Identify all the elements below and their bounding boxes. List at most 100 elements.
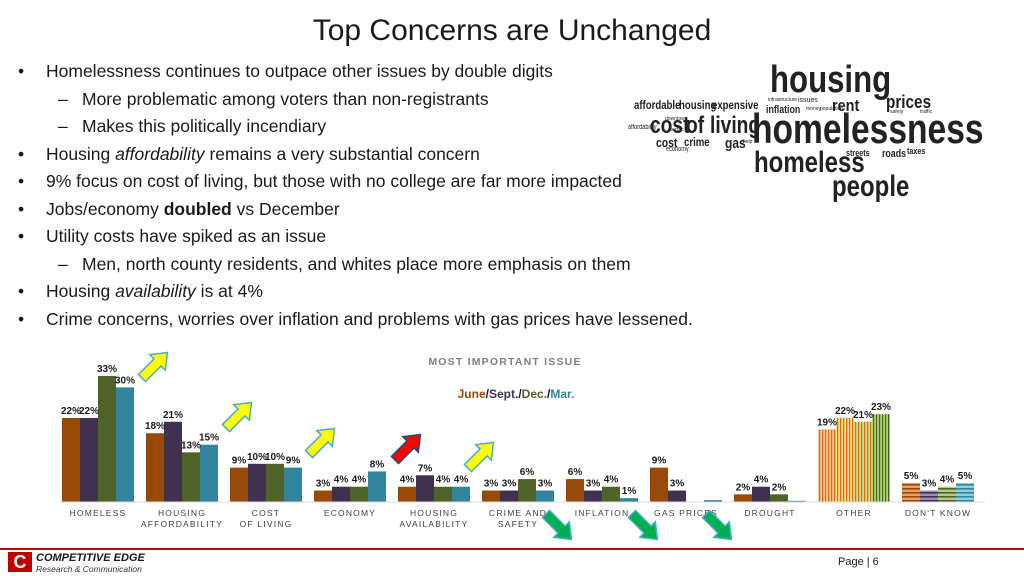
word-cloud-word: crime	[684, 135, 710, 149]
category-label: AFFORDABILITY	[141, 519, 223, 529]
bar-sept	[836, 417, 854, 502]
chart-legend: June/Sept./Dec./Mar.	[458, 387, 575, 401]
bullet-list: • Homelessness continues to outpace other…	[14, 58, 814, 333]
bullet-marker: •	[18, 198, 25, 219]
value-label: 3%	[538, 479, 553, 490]
value-label: 2%	[772, 482, 787, 493]
word-cloud-word: help	[743, 139, 753, 145]
category-label: HOUSING	[158, 508, 206, 518]
bar-dec	[98, 375, 116, 502]
bar-sept	[584, 490, 602, 502]
page-number: Page | 6	[838, 556, 879, 568]
value-label: 5%	[958, 471, 973, 482]
value-label: 6%	[520, 467, 535, 478]
value-label: 4%	[334, 475, 349, 486]
bullet-item: • Utility costs have spiked as an issue	[14, 223, 814, 251]
word-cloud-word: streets	[846, 148, 870, 158]
bar-mar	[956, 482, 974, 502]
bar-june	[902, 482, 920, 502]
value-label: 21%	[163, 410, 183, 421]
company-logo: C COMPETITIVE EDGE Research & Communicat…	[8, 552, 158, 574]
value-label: 9%	[232, 456, 247, 467]
bar-sept	[248, 463, 266, 502]
value-label: 4%	[454, 475, 469, 486]
legend-entry: /	[486, 387, 490, 401]
annotation-arrow-icon	[627, 509, 659, 541]
category-label: COST	[252, 508, 280, 518]
bullet-marker: •	[18, 281, 25, 301]
bullet-text: Men, north county residents, and whites …	[82, 253, 631, 274]
value-label: 2%	[736, 482, 751, 493]
word-cloud-word: cost	[656, 135, 678, 150]
word-cloud-word: traffic	[920, 109, 933, 115]
bullet-marker: •	[18, 171, 25, 191]
footer-accent-bar	[0, 548, 1024, 550]
category-label: HOMELESS	[70, 508, 127, 518]
category-label: OF LIVING	[240, 519, 293, 529]
legend-entry: Sept.	[489, 387, 518, 401]
bullet-marker: –	[58, 116, 68, 136]
annotation-arrow-icon	[137, 351, 169, 383]
word-cloud-word: electric	[668, 127, 684, 133]
category-label: OTHER	[836, 508, 872, 518]
value-label: 3%	[670, 479, 685, 490]
bar-june	[398, 486, 416, 502]
bar-dec	[182, 452, 200, 502]
word-cloud-word: people	[832, 170, 910, 203]
bar-mar	[200, 444, 218, 502]
bar-sept	[416, 475, 434, 502]
legend-entry: June	[458, 387, 486, 401]
bullet-text: Crime concerns, worries over inflation a…	[46, 308, 693, 329]
bullet-text: Housing	[46, 281, 116, 301]
bar-mar	[116, 387, 134, 502]
word-cloud-word: affordable	[634, 98, 681, 112]
logo-name: COMPETITIVE EDGE	[36, 552, 145, 564]
bar-dec	[938, 486, 956, 502]
value-label: 4%	[352, 475, 367, 486]
bullet-item: • 9% focus on cost of living, but those w…	[14, 168, 814, 196]
word-cloud-word: housing	[770, 59, 892, 101]
value-labels-group: 22%22%33%30%18%21%13%15%9% 10%10% 9%3% 4% 4%…	[61, 364, 972, 497]
legend-entry: Dec.	[522, 387, 547, 401]
most-important-issue-chart: MOST IMPORTANT ISSUE June/Sept./Dec./Mar…	[60, 351, 985, 541]
value-label: 8%	[370, 459, 385, 470]
value-label: 5%	[904, 471, 919, 482]
bullet-text: affordability	[115, 143, 205, 164]
bar-mar	[872, 414, 890, 502]
bullet-text: doubled	[163, 198, 232, 219]
word-cloud-word: living	[710, 112, 761, 139]
value-label: 3%	[922, 479, 937, 490]
annotation-arrow-icon	[304, 427, 336, 459]
value-label: 33%	[97, 364, 117, 375]
value-label: 21%	[853, 410, 873, 421]
bullet-marker: •	[18, 226, 25, 246]
bar-mar	[452, 486, 470, 502]
annotation-arrows	[137, 351, 733, 541]
value-label: 4%	[940, 475, 955, 486]
bullet-text: Housing	[46, 143, 116, 164]
category-label: HOUSING	[410, 508, 458, 518]
legend-entry: Mar.	[550, 387, 574, 401]
word-cloud-word: prices	[886, 92, 932, 112]
bar-mar	[788, 500, 806, 502]
bar-dec	[434, 486, 452, 502]
annotation-arrow-icon	[701, 509, 733, 541]
category-label: DROUGHT	[744, 508, 795, 518]
category-label: DON'T KNOW	[905, 508, 971, 518]
logo-subtitle: Research & Communication	[36, 564, 142, 574]
word-cloud-word: issues	[798, 97, 818, 104]
slide-title: Top Concerns are Unchanged	[312, 14, 712, 47]
annotation-arrow-icon	[221, 401, 253, 433]
category-label: ECONOMY	[324, 508, 376, 518]
bar-dec	[350, 486, 368, 502]
bullet-text: Homelessness continues to outpace other …	[46, 61, 553, 81]
value-label: 4%	[436, 475, 451, 486]
annotation-arrow-icon	[541, 509, 573, 541]
bullet-marker: •	[18, 143, 25, 164]
value-label: 10%	[247, 452, 267, 463]
category-label: INFLATION	[575, 508, 630, 518]
word-cloud-word: infrastructure	[768, 97, 798, 103]
word-cloud-word: of	[686, 112, 705, 139]
bar-mar	[704, 500, 722, 502]
bar-june	[566, 479, 584, 502]
